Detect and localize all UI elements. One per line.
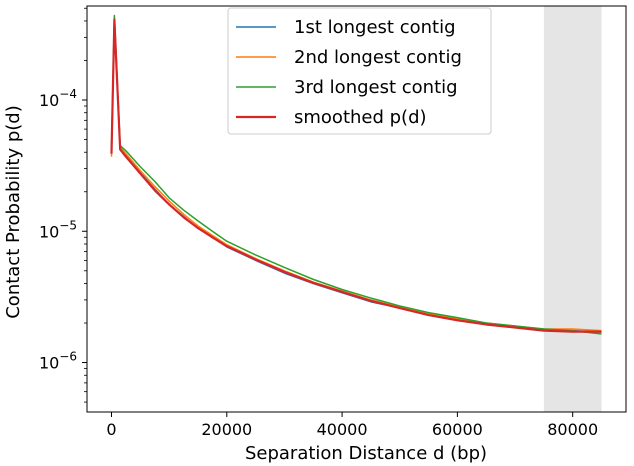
legend-label-2: 2nd longest contig <box>294 47 462 68</box>
plot-frame <box>86 5 627 413</box>
shaded-region <box>543 6 602 412</box>
legend-label-4: smoothed p(d) <box>294 107 427 128</box>
x-axis-label: Separation Distance d (bp) <box>245 443 487 464</box>
legend-box <box>227 7 492 135</box>
series-line-4 <box>110 18 602 333</box>
y-tick-label: 10−4 <box>39 87 77 110</box>
y-tick-label: 10−5 <box>39 218 77 241</box>
x-tick-label: 40000 <box>317 420 368 439</box>
y-tick-label: 10−6 <box>39 350 77 373</box>
axes: 0 20000 40000 60000 80000 10−6 10−5 10−4 <box>39 5 627 439</box>
x-tick-label: 60000 <box>432 420 483 439</box>
legend-label-1: 1st longest contig <box>294 17 456 38</box>
x-tick-label: 80000 <box>547 420 598 439</box>
plot-area <box>110 6 602 412</box>
y-axis-label: Contact Probability p(d) <box>3 105 24 319</box>
series-line-3 <box>110 14 602 335</box>
legend: 1st longest contig 2nd longest contig 3rd … <box>227 7 492 135</box>
x-tick-label: 0 <box>106 420 116 439</box>
legend-label-3: 3rd longest contig <box>294 77 458 98</box>
x-tick-label: 20000 <box>201 420 252 439</box>
